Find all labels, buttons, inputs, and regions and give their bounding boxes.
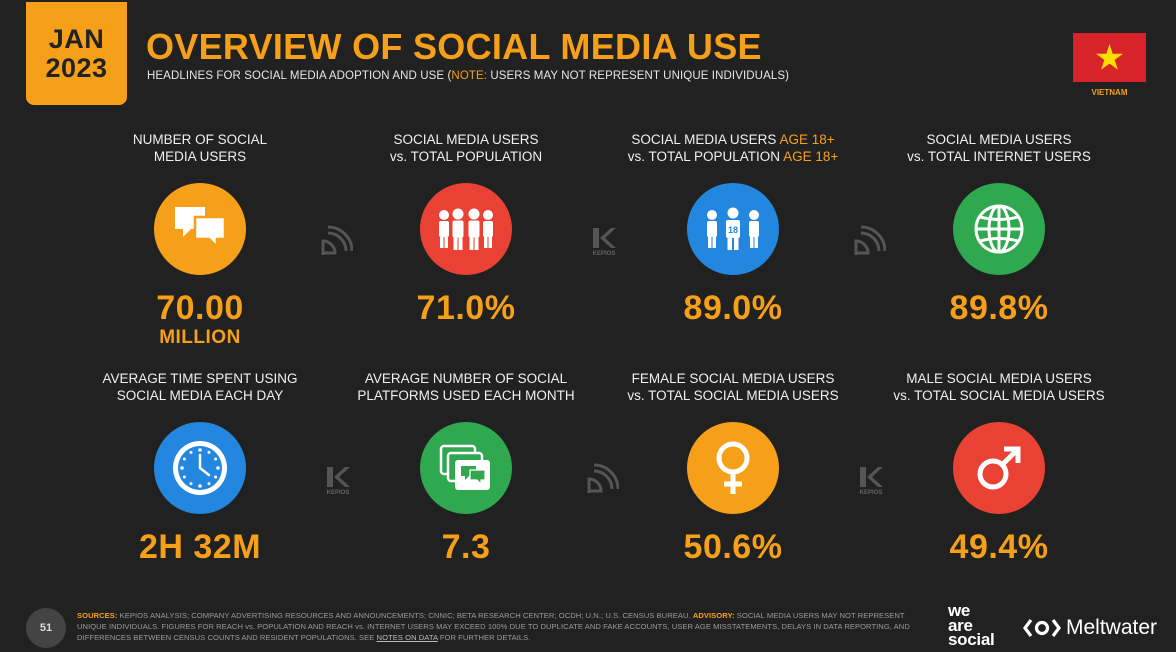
- stat-users-18-vs-population-18: SOCIAL MEDIA USERS AGE 18+ vs. TOTAL POPU…: [613, 131, 853, 327]
- age-badge: 18: [728, 225, 738, 235]
- country-label: VIETNAM: [1091, 88, 1128, 97]
- stat-label: SOCIAL MEDIA USERS vs. TOTAL POPULATION: [389, 132, 543, 164]
- vietnam-flag-icon: [1073, 33, 1146, 82]
- datareportal-logo-icon: [849, 225, 889, 265]
- stat-users-vs-internet-users: SOCIAL MEDIA USERS vs. TOTAL INTERNET USE…: [879, 131, 1119, 327]
- date-badge: JAN 2023: [26, 2, 127, 105]
- page-title: OVERVIEW OF SOCIAL MEDIA USE: [146, 26, 762, 67]
- female-icon: [687, 422, 779, 514]
- stat-female-users: FEMALE SOCIAL MEDIA USERS vs. TOTAL SOCIA…: [613, 370, 853, 566]
- page-number: 51: [26, 608, 66, 648]
- stat-users-vs-population: SOCIAL MEDIA USERS vs. TOTAL POPULATION 7…: [346, 131, 586, 327]
- stat-social-media-users: NUMBER OF SOCIAL MEDIA USERS 70.00 MILLIO…: [80, 131, 320, 349]
- kepios-logo-icon: KEPIOS: [851, 465, 891, 505]
- stat-value: 89.8%: [949, 289, 1049, 327]
- date-month: JAN: [48, 23, 105, 54]
- stat-label: MALE SOCIAL MEDIA USERS vs. TOTAL SOCIAL …: [893, 371, 1105, 403]
- male-icon: [953, 422, 1045, 514]
- stat-value: 71.0%: [416, 289, 516, 327]
- stat-platforms-used: AVERAGE NUMBER OF SOCIAL PLATFORMS USED E…: [346, 370, 586, 566]
- stat-label: AVERAGE TIME SPENT USING SOCIAL MEDIA EAC…: [102, 371, 298, 403]
- clock-icon: [154, 422, 246, 514]
- kepios-logo-icon: KEPIOS: [584, 226, 624, 266]
- stat-value: 50.6%: [683, 528, 783, 566]
- datareportal-logo-icon: [316, 225, 356, 265]
- stat-label: SOCIAL MEDIA USERS AGE 18+ vs. TOTAL POPU…: [627, 132, 839, 164]
- stacked-windows-icon: [420, 422, 512, 514]
- stat-male-users: MALE SOCIAL MEDIA USERS vs. TOTAL SOCIAL …: [879, 370, 1119, 566]
- stat-label: AVERAGE NUMBER OF SOCIAL PLATFORMS USED E…: [357, 371, 575, 403]
- speech-bubbles-icon: [154, 183, 246, 275]
- stat-label: FEMALE SOCIAL MEDIA USERS vs. TOTAL SOCIA…: [627, 371, 839, 403]
- page-subtitle: HEADLINES FOR SOCIAL MEDIA ADOPTION AND …: [147, 70, 790, 82]
- stat-label: NUMBER OF SOCIAL MEDIA USERS: [132, 132, 268, 164]
- meltwater-logo: Meltwater: [1022, 616, 1157, 640]
- globe-icon: [953, 183, 1045, 275]
- stat-value: 7.3: [441, 528, 491, 566]
- people-group-icon: [420, 183, 512, 275]
- datareportal-logo-icon: [582, 463, 622, 503]
- we-are-social-logo: we are social: [948, 601, 995, 649]
- stat-value: 49.4%: [949, 528, 1049, 566]
- meltwater-mark-icon: [1023, 619, 1061, 637]
- footnote: SOURCES: KEPIOS ANALYSIS; COMPANY ADVERT…: [77, 611, 910, 642]
- date-year: 2023: [45, 52, 108, 83]
- stat-label: SOCIAL MEDIA USERS vs. TOTAL INTERNET USE…: [907, 132, 1091, 164]
- stat-unit: MILLION: [159, 327, 241, 348]
- kepios-logo-icon: KEPIOS: [318, 465, 358, 505]
- stat-value: 2H 32M: [138, 528, 262, 566]
- stat-value: 89.0%: [683, 289, 783, 327]
- adults-group-icon: 18: [687, 183, 779, 275]
- notes-on-data-link[interactable]: NOTES ON DATA: [376, 633, 438, 642]
- stat-value: 70.00: [156, 289, 244, 327]
- stat-time-spent: AVERAGE TIME SPENT USING SOCIAL MEDIA EAC…: [80, 370, 320, 566]
